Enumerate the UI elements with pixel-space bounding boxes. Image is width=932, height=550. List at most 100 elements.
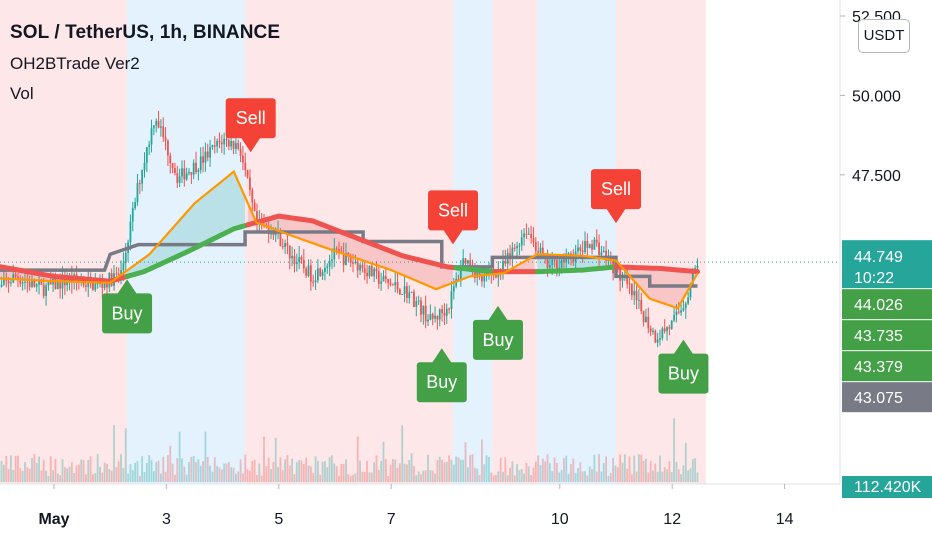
volume-bar xyxy=(506,475,509,482)
symbol-title[interactable]: SOL / TetherUS, 1h, BINANCE xyxy=(10,22,281,43)
candle xyxy=(389,282,392,285)
volume-bar xyxy=(21,470,24,482)
volume-bar xyxy=(675,461,678,482)
volume-bar xyxy=(237,471,240,482)
trend-fill-3 xyxy=(247,203,454,290)
candle xyxy=(195,162,197,172)
volume-bar xyxy=(129,464,132,482)
volume-bar xyxy=(476,468,479,482)
volume-bar xyxy=(574,472,577,482)
candle xyxy=(481,274,483,282)
candle xyxy=(136,183,139,203)
volume-bar xyxy=(35,462,38,482)
candle xyxy=(204,151,207,163)
candle xyxy=(668,327,671,329)
candle xyxy=(537,250,540,253)
candle xyxy=(307,265,310,276)
slow-ma-segment-6 xyxy=(534,264,619,275)
volume-bar xyxy=(136,460,139,482)
volume-bar xyxy=(609,473,612,482)
volume-bar xyxy=(483,464,486,482)
volume-bar xyxy=(544,461,547,482)
candle xyxy=(331,259,333,261)
candle xyxy=(19,279,22,284)
time-axis xyxy=(0,485,840,550)
volume-bar xyxy=(382,441,385,482)
candle xyxy=(483,273,486,282)
candle xyxy=(401,293,404,295)
volume-bar xyxy=(363,471,366,482)
candle xyxy=(391,284,394,286)
candle xyxy=(155,120,158,126)
candle xyxy=(338,249,340,253)
candle xyxy=(410,291,413,293)
volume-value-label: 112.420K xyxy=(854,479,922,496)
volume-bar xyxy=(399,463,401,482)
volume-bar xyxy=(420,474,422,482)
volume-bar xyxy=(401,425,404,482)
volume-bar xyxy=(159,473,162,482)
candle xyxy=(647,316,650,329)
volume-bar xyxy=(490,472,493,482)
sell-signal-2: Sell xyxy=(225,98,276,153)
candle xyxy=(527,233,530,235)
volume-bar xyxy=(684,442,687,482)
candle xyxy=(579,247,582,251)
candle xyxy=(675,311,678,315)
volume-bar xyxy=(256,474,258,482)
volume-bar xyxy=(96,454,99,482)
volume-bar xyxy=(169,445,172,482)
volume-bar xyxy=(171,463,174,482)
candle xyxy=(33,280,36,287)
volume-bar xyxy=(17,455,19,482)
volume-bar xyxy=(148,454,151,482)
candle xyxy=(525,233,528,235)
volume-bar xyxy=(485,455,488,482)
volume-bar xyxy=(663,466,666,482)
volume-bar xyxy=(333,463,336,482)
price-tick-label: 50.000 xyxy=(852,88,901,105)
volume-bar xyxy=(415,475,418,482)
volume-bar xyxy=(272,462,275,482)
volume-bar xyxy=(117,461,120,482)
price-level-tag-1: 44.026 xyxy=(842,289,932,320)
volume-bar xyxy=(14,456,17,482)
volume-bar xyxy=(80,459,83,482)
candle xyxy=(314,280,317,282)
candle xyxy=(5,279,8,281)
volume-bar xyxy=(345,459,347,482)
candle xyxy=(188,172,190,174)
volume-bar xyxy=(260,475,263,482)
signal-label: Sell xyxy=(438,200,468,220)
volume-bar xyxy=(366,461,368,482)
candle xyxy=(563,259,565,263)
volume-bar xyxy=(523,473,525,482)
candle xyxy=(530,233,533,239)
trend-fill-2 xyxy=(127,171,246,277)
volume-bar xyxy=(347,474,350,482)
volume-bar xyxy=(389,465,392,482)
candle xyxy=(354,261,357,264)
candle xyxy=(40,281,43,285)
volume-indicator-name[interactable]: Vol xyxy=(10,84,34,103)
volume-bar xyxy=(99,466,101,482)
volume-bar xyxy=(502,471,504,482)
trend-zone-4 xyxy=(453,0,493,484)
candle xyxy=(572,259,575,262)
volume-bar xyxy=(70,462,73,482)
candle xyxy=(436,315,439,320)
candle xyxy=(143,162,146,170)
candle xyxy=(227,139,230,147)
chart-legend: SOL / TetherUS, 1h, BINANCE OH2BTrade Ve… xyxy=(10,22,280,104)
volume-bar xyxy=(12,469,15,482)
volume-bar xyxy=(431,470,434,482)
volume-bars xyxy=(0,418,699,482)
candle xyxy=(202,156,204,163)
candle xyxy=(478,272,481,275)
currency-button[interactable]: USDT xyxy=(858,19,910,53)
volume-bar xyxy=(607,475,610,482)
indicator-name[interactable]: OH2BTrade Ver2 xyxy=(10,54,140,73)
candle xyxy=(251,189,254,203)
volume-bar xyxy=(265,466,268,482)
